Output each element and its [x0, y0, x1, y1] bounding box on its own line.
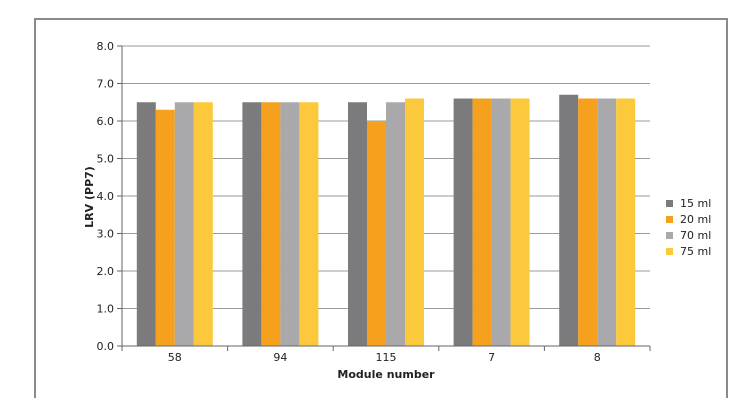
- bar: [174, 102, 194, 346]
- bar: [405, 98, 424, 346]
- y-tick-label: 6.0: [97, 115, 115, 128]
- bar: [597, 98, 617, 346]
- bar: [510, 98, 530, 346]
- x-tick-label: 94: [273, 351, 287, 364]
- bar: [453, 98, 473, 346]
- y-tick-label: 7.0: [97, 78, 115, 91]
- legend-label: 15 ml: [680, 197, 711, 210]
- bar: [386, 102, 405, 346]
- bar: [193, 102, 213, 346]
- y-tick-label: 3.0: [97, 228, 115, 241]
- legend-swatch: [666, 200, 673, 207]
- x-tick-labels: 58 94 115 7 8: [168, 351, 601, 364]
- bar: [299, 102, 319, 346]
- x-tick-label: 115: [376, 351, 397, 364]
- bar: [616, 98, 636, 346]
- x-tick-label: 8: [594, 351, 601, 364]
- bars: [136, 94, 636, 346]
- bar: [559, 94, 579, 346]
- legend: 15 ml 20 ml 70 ml 75 ml: [666, 197, 711, 258]
- y-tick-label: 5.0: [97, 153, 115, 166]
- y-tick-label: 8.0: [97, 40, 115, 53]
- x-axis-title: Module number: [337, 368, 435, 381]
- axes: [121, 46, 651, 351]
- legend-label: 20 ml: [680, 213, 711, 226]
- bar-chart: 0.0 1.0 2.0 3.0 4.0 5.0 6.0 7.0 8.0 58 94 115 7 8 Mo…: [83, 40, 711, 381]
- bar: [280, 102, 300, 346]
- legend-label: 70 ml: [680, 229, 711, 242]
- bar: [348, 102, 367, 346]
- x-tick-label: 58: [168, 351, 182, 364]
- y-tick-label: 2.0: [97, 265, 115, 278]
- y-tick-labels: 0.0 1.0 2.0 3.0 4.0 5.0 6.0 7.0 8.0: [97, 40, 115, 353]
- y-tick-label: 4.0: [97, 190, 115, 203]
- y-axis-title: LRV (PP7): [83, 166, 96, 228]
- legend-swatch: [666, 248, 673, 255]
- bar: [367, 121, 386, 346]
- bar: [491, 98, 511, 346]
- legend-swatch: [666, 232, 673, 239]
- bar: [261, 102, 281, 346]
- bar: [242, 102, 262, 346]
- bar: [155, 109, 175, 346]
- bar: [578, 98, 598, 346]
- y-tick-label: 0.0: [97, 340, 115, 353]
- x-tick-label: 7: [488, 351, 495, 364]
- legend-swatch: [666, 216, 673, 223]
- y-tick-label: 1.0: [97, 303, 115, 316]
- bar: [136, 102, 156, 346]
- legend-label: 75 ml: [680, 245, 711, 258]
- bar: [472, 98, 492, 346]
